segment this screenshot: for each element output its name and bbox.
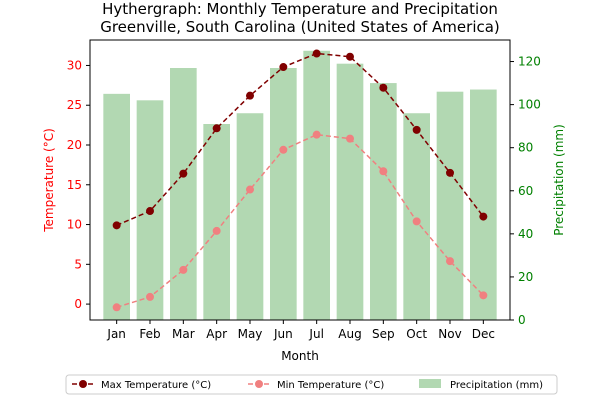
x-tick-label-dec: Dec bbox=[472, 327, 495, 341]
y-left-tick-label-5: 5 bbox=[74, 257, 82, 271]
y-left-tick-label-10: 10 bbox=[67, 218, 82, 232]
precipitation-bar-oct bbox=[403, 113, 430, 320]
max-temp-point-jan bbox=[112, 221, 121, 230]
legend-min-temp-marker bbox=[255, 380, 263, 388]
max-temp-point-feb bbox=[146, 207, 154, 216]
min-temp-point-jun bbox=[279, 145, 288, 154]
y-right-tick-label-40: 40 bbox=[518, 227, 533, 241]
y-right-tick-label-0: 0 bbox=[518, 313, 526, 327]
y-left-tick-label-0: 0 bbox=[74, 297, 82, 311]
temperature-lines bbox=[112, 49, 488, 312]
min-temp-line bbox=[116, 133, 484, 308]
min-temp-point-oct bbox=[412, 217, 421, 226]
min-temp-point-apr bbox=[212, 226, 221, 235]
precipitation-bar-jan bbox=[103, 93, 130, 320]
min-temp-point-nov bbox=[446, 257, 454, 266]
chart-title: Hythergraph: Monthly Temperature and Pre… bbox=[102, 0, 498, 18]
min-temp-point-dec bbox=[479, 291, 488, 300]
precipitation-bar-jun bbox=[270, 68, 297, 320]
max-temp-point-sep bbox=[379, 83, 388, 92]
y-axis-right: 0 20 40 60 80 100 120 bbox=[510, 55, 541, 327]
precipitation-bars bbox=[103, 50, 497, 321]
precipitation-bar-apr bbox=[203, 124, 230, 320]
legend-precip-label: Precipitation (mm) bbox=[450, 380, 543, 391]
y-left-tick-label-25: 25 bbox=[67, 98, 82, 112]
precipitation-bar-sep bbox=[370, 83, 397, 320]
legend-max-temp-label: Max Temperature (°C) bbox=[101, 380, 211, 391]
max-temp-point-may bbox=[246, 91, 254, 100]
max-temp-point-oct bbox=[412, 125, 421, 134]
y-left-tick-label-20: 20 bbox=[67, 138, 82, 152]
x-axis-label: Month bbox=[281, 349, 319, 363]
y-right-tick-label-60: 60 bbox=[518, 184, 533, 198]
precipitation-bar-aug bbox=[336, 63, 364, 320]
max-temp-point-mar bbox=[179, 169, 188, 178]
y-right-tick-label-120: 120 bbox=[518, 55, 541, 69]
precipitation-bar-mar bbox=[170, 68, 197, 320]
precipitation-bar-may bbox=[236, 113, 264, 320]
x-tick-label-jun: Jun bbox=[273, 327, 293, 341]
legend-max-temp-marker bbox=[79, 380, 87, 388]
x-tick-label-aug: Aug bbox=[338, 327, 361, 341]
max-temp-point-aug bbox=[346, 52, 354, 61]
y-left-tick-label-15: 15 bbox=[67, 178, 82, 192]
legend-min-temp-label: Min Temperature (°C) bbox=[277, 380, 384, 391]
x-tick-label-mar: Mar bbox=[172, 327, 195, 341]
legend: Max Temperature (°C) Min Temperature (°C… bbox=[65, 374, 558, 395]
min-temp-point-aug bbox=[346, 134, 354, 143]
y-left-tick-label-30: 30 bbox=[67, 58, 82, 72]
plot-frame bbox=[89, 39, 511, 321]
min-temp-point-may bbox=[246, 185, 254, 194]
y-right-tick-label-20: 20 bbox=[518, 270, 533, 284]
x-tick-label-sep: Sep bbox=[372, 327, 395, 341]
x-tick-label-jul: Jul bbox=[308, 327, 323, 341]
x-tick-label-nov: Nov bbox=[438, 327, 461, 341]
x-tick-label-jan: Jan bbox=[106, 327, 126, 341]
x-tick-label-feb: Feb bbox=[139, 327, 160, 341]
y-axis-left-label: Temperature (°C) bbox=[42, 128, 56, 233]
x-tick-label-apr: Apr bbox=[206, 327, 227, 341]
legend-precip-patch bbox=[419, 379, 441, 388]
precipitation-bar-jul bbox=[303, 50, 330, 321]
min-temp-point-feb bbox=[146, 292, 154, 301]
min-temp-point-jul bbox=[312, 130, 321, 139]
max-temp-line bbox=[116, 52, 484, 227]
x-axis: Jan Feb Mar Apr May Jun Jul Aug Sep Oct Nov Dec bbox=[106, 320, 495, 341]
y-right-tick-label-80: 80 bbox=[518, 141, 533, 155]
min-temp-point-jan bbox=[112, 303, 121, 312]
min-temp-point-sep bbox=[379, 167, 388, 176]
x-tick-label-oct: Oct bbox=[406, 327, 427, 341]
max-temp-point-jun bbox=[279, 63, 288, 72]
max-temp-point-dec bbox=[479, 212, 488, 221]
max-temp-point-nov bbox=[446, 168, 454, 177]
y-right-tick-label-100: 100 bbox=[518, 98, 541, 112]
y-axis-left: 0 5 10 15 20 25 30 bbox=[67, 58, 90, 311]
min-temp-point-mar bbox=[179, 265, 188, 274]
chart-subtitle: Greenville, South Carolina (United State… bbox=[100, 18, 500, 36]
max-temp-point-apr bbox=[212, 124, 221, 133]
max-temp-point-jul bbox=[312, 49, 321, 58]
precipitation-bar-nov bbox=[436, 91, 464, 320]
y-axis-right-label: Precipitation (mm) bbox=[552, 124, 566, 236]
x-tick-label-may: May bbox=[238, 327, 263, 341]
